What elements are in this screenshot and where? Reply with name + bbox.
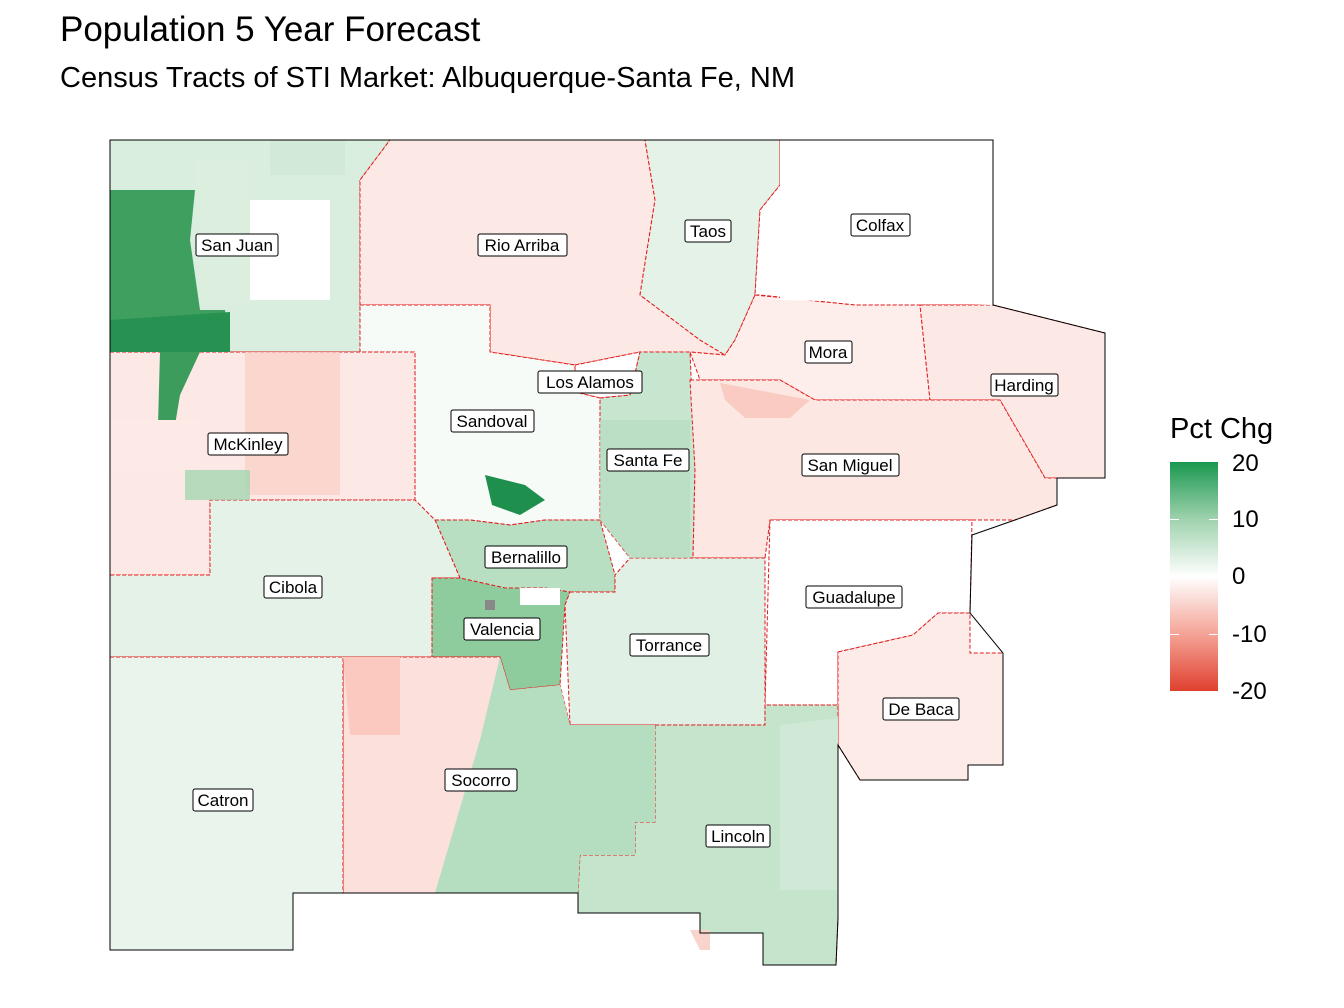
svg-text:Torrance: Torrance (636, 636, 702, 655)
legend-tick-label: 10 (1232, 506, 1259, 533)
tract-patch (520, 588, 560, 605)
svg-text:Santa Fe: Santa Fe (614, 451, 683, 470)
tract-patch (250, 200, 330, 300)
svg-text:Valencia: Valencia (470, 620, 534, 639)
label-sandoval: Sandoval (450, 409, 535, 433)
legend-tick-mark (1209, 519, 1218, 520)
tract-patch (110, 420, 200, 470)
label-bernalillo: Bernalillo (484, 545, 568, 569)
label-socorro: Socorro (444, 768, 518, 792)
legend-tick-mark (1170, 577, 1179, 578)
label-san-juan: San Juan (195, 233, 279, 257)
tract-patch (185, 470, 250, 500)
tract-patch (110, 312, 230, 352)
svg-text:Los Alamos: Los Alamos (546, 373, 634, 392)
svg-text:Mora: Mora (809, 343, 848, 362)
svg-text:McKinley: McKinley (214, 435, 283, 454)
svg-text:Harding: Harding (994, 376, 1054, 395)
legend-tick-label: -10 (1232, 621, 1267, 648)
svg-text:Bernalillo: Bernalillo (491, 548, 561, 567)
label-valencia: Valencia (463, 617, 541, 641)
label-catron: Catron (192, 788, 254, 812)
svg-text:Rio Arriba: Rio Arriba (485, 236, 560, 255)
tract-patch (690, 930, 710, 950)
label-san-miguel: San Miguel (801, 453, 900, 477)
legend-colorbar (1170, 462, 1218, 691)
tract-patch (270, 140, 345, 175)
label-lincoln: Lincoln (705, 824, 771, 848)
tract-patch (485, 475, 545, 515)
label-santa-fe: Santa Fe (606, 448, 690, 472)
svg-text:Lincoln: Lincoln (711, 827, 765, 846)
label-mckinley: McKinley (207, 432, 289, 456)
svg-text:Sandoval: Sandoval (457, 412, 528, 431)
svg-text:Taos: Taos (690, 222, 726, 241)
svg-text:De Baca: De Baca (888, 700, 954, 719)
tract-patch (245, 352, 340, 495)
svg-text:Guadalupe: Guadalupe (812, 588, 895, 607)
tract-patch (158, 352, 200, 425)
chart-subtitle: Census Tracts of STI Market: Albuquerque… (60, 62, 795, 94)
legend-tick-label: 0 (1232, 563, 1246, 590)
tract-patch (435, 657, 655, 893)
tract-patch (485, 600, 495, 610)
tract-patch (780, 718, 838, 890)
label-de-baca: De Baca (882, 697, 960, 721)
legend-tick-mark (1209, 634, 1218, 635)
label-los-alamos: Los Alamos (537, 370, 643, 394)
svg-text:Socorro: Socorro (451, 771, 511, 790)
label-mora: Mora (804, 340, 853, 364)
label-taos: Taos (684, 219, 732, 243)
legend-tick-mark (1170, 634, 1179, 635)
tract-patch (195, 160, 250, 305)
legend-tick-label: 20 (1232, 450, 1259, 477)
svg-text:Cibola: Cibola (269, 578, 318, 597)
label-guadalupe: Guadalupe (805, 585, 903, 609)
svg-text:Colfax: Colfax (856, 216, 905, 235)
tract-patch (720, 383, 810, 418)
legend-tick-mark (1170, 519, 1179, 520)
label-rio-arriba: Rio Arriba (477, 233, 568, 257)
tract-patch (110, 190, 230, 352)
svg-text:San Juan: San Juan (201, 236, 273, 255)
label-torrance: Torrance (629, 633, 710, 657)
label-cibola: Cibola (263, 575, 323, 599)
svg-text:San Miguel: San Miguel (807, 456, 892, 475)
state-outline (109, 139, 1106, 966)
legend-title: Pct Chg (1170, 413, 1274, 445)
legend-tick-mark (1209, 577, 1218, 578)
tract-patch (343, 657, 400, 735)
legend-tick-label: -20 (1232, 678, 1267, 705)
chart-title: Population 5 Year Forecast (60, 10, 481, 49)
tract-patch (600, 420, 690, 558)
label-harding: Harding (990, 373, 1059, 397)
svg-text:Catron: Catron (197, 791, 248, 810)
label-colfax: Colfax (850, 213, 911, 237)
